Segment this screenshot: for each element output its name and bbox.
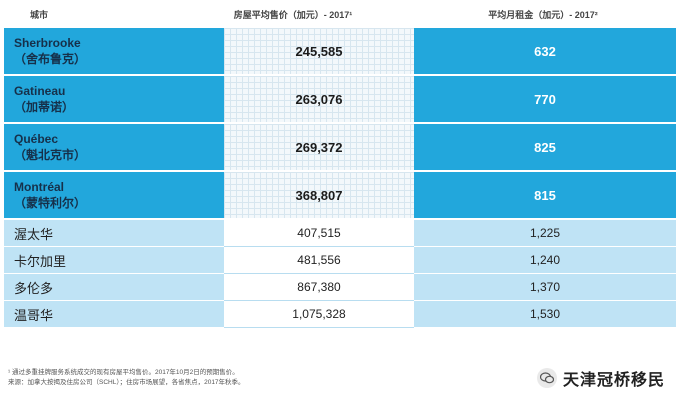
table-row: 温哥华 1,075,328 1,530: [4, 301, 676, 328]
header-price: 房屋平均售价（加元）- 2017¹: [233, 10, 353, 20]
city-cell: 温哥华: [4, 301, 224, 328]
rent-cell: 770: [414, 76, 676, 124]
rent-cell: 1,370: [414, 274, 676, 301]
price-cell: 407,515: [224, 220, 414, 247]
city-cell: Gatineau （加蒂诺）: [4, 76, 224, 124]
rent-cell: 632: [414, 28, 676, 76]
rent-value: 825: [534, 139, 556, 155]
housing-table: Sherbrooke （舍布鲁克） 245,585 632 Gatineau （…: [4, 28, 676, 328]
price-cell: 368,807: [224, 172, 414, 220]
table-row: Sherbrooke （舍布鲁克） 245,585 632: [4, 28, 676, 76]
price-cell: 263,076: [224, 76, 414, 124]
rent-cell: 1,530: [414, 301, 676, 328]
rent-cell: 1,240: [414, 247, 676, 274]
price-value: 1,075,328: [292, 307, 346, 321]
city-cell: 多伦多: [4, 274, 224, 301]
city-name-zh: 多伦多: [14, 280, 54, 296]
city-name-zh: 渥太华: [14, 226, 54, 242]
table-row: 多伦多 867,380 1,370: [4, 274, 676, 301]
price-value: 245,585: [295, 43, 343, 59]
city-name-zh: （魁北克市）: [14, 147, 87, 162]
price-cell: 1,075,328: [224, 301, 414, 328]
city-name-zh: （加蒂诺）: [14, 99, 75, 114]
wechat-icon: [536, 368, 557, 388]
rent-value: 632: [534, 43, 556, 59]
footnote-1: ¹ 通过多重挂牌服务系统成交的现有房屋平均售价。2017年10月2日的预期售价。: [8, 369, 239, 376]
rent-value: 1,225: [529, 226, 561, 240]
rent-value: 770: [534, 91, 556, 107]
price-value: 407,515: [297, 226, 341, 240]
brand-name: 天津冠桥移民: [562, 372, 665, 389]
table-row: Gatineau （加蒂诺） 263,076 770: [4, 76, 676, 124]
rent-value: 1,530: [529, 307, 561, 321]
header-rent: 平均月租金（加元）- 2017²: [488, 10, 598, 20]
table-header: 城市 房屋平均售价（加元）- 2017¹ 平均月租金（加元）- 2017²: [0, 0, 681, 28]
rent-value: 815: [534, 187, 556, 203]
rent-value: 1,370: [529, 280, 561, 294]
wechat-icon-svg: [539, 372, 554, 384]
city-name-en: Sherbrooke: [14, 35, 81, 50]
city-cell: Sherbrooke （舍布鲁克）: [4, 28, 224, 76]
city-name-zh: （舍布鲁克）: [14, 51, 87, 66]
table-row: Québec （魁北克市） 269,372 825: [4, 124, 676, 172]
city-name-zh: （蒙特利尔）: [14, 195, 87, 210]
price-value: 368,807: [295, 187, 343, 203]
city-name-zh: 卡尔加里: [14, 253, 67, 269]
brand-watermark: 天津冠桥移民: [536, 366, 665, 390]
price-value: 269,372: [295, 139, 343, 155]
city-name-zh: 温哥华: [14, 307, 54, 323]
header-city: 城市: [30, 10, 49, 20]
rent-cell: 825: [414, 124, 676, 172]
city-cell: Québec （魁北克市）: [4, 124, 224, 172]
price-cell: 269,372: [224, 124, 414, 172]
city-cell: 卡尔加里: [4, 247, 224, 274]
footnotes: ¹ 通过多重挂牌服务系统成交的现有房屋平均售价。2017年10月2日的预期售价。…: [8, 368, 245, 388]
price-cell: 867,380: [224, 274, 414, 301]
rent-value: 1,240: [529, 253, 561, 267]
table-row: Montréal （蒙特利尔） 368,807 815: [4, 172, 676, 220]
price-value: 263,076: [295, 91, 343, 107]
city-cell: 渥太华: [4, 220, 224, 247]
table-row: 渥太华 407,515 1,225: [4, 220, 676, 247]
city-name-en: Montréal: [14, 179, 65, 194]
price-value: 867,380: [297, 280, 341, 294]
table-row: 卡尔加里 481,556 1,240: [4, 247, 676, 274]
rent-cell: 1,225: [414, 220, 676, 247]
footnote-2: 来源：加拿大按揭及住房公司（SCHL）；住房市场展望，各省焦点，2017年秋季。: [8, 379, 245, 386]
rent-cell: 815: [414, 172, 676, 220]
price-cell: 481,556: [224, 247, 414, 274]
city-name-en: Québec: [14, 131, 59, 146]
city-name-en: Gatineau: [14, 83, 66, 98]
price-cell: 245,585: [224, 28, 414, 76]
price-value: 481,556: [297, 253, 341, 267]
city-cell: Montréal （蒙特利尔）: [4, 172, 224, 220]
